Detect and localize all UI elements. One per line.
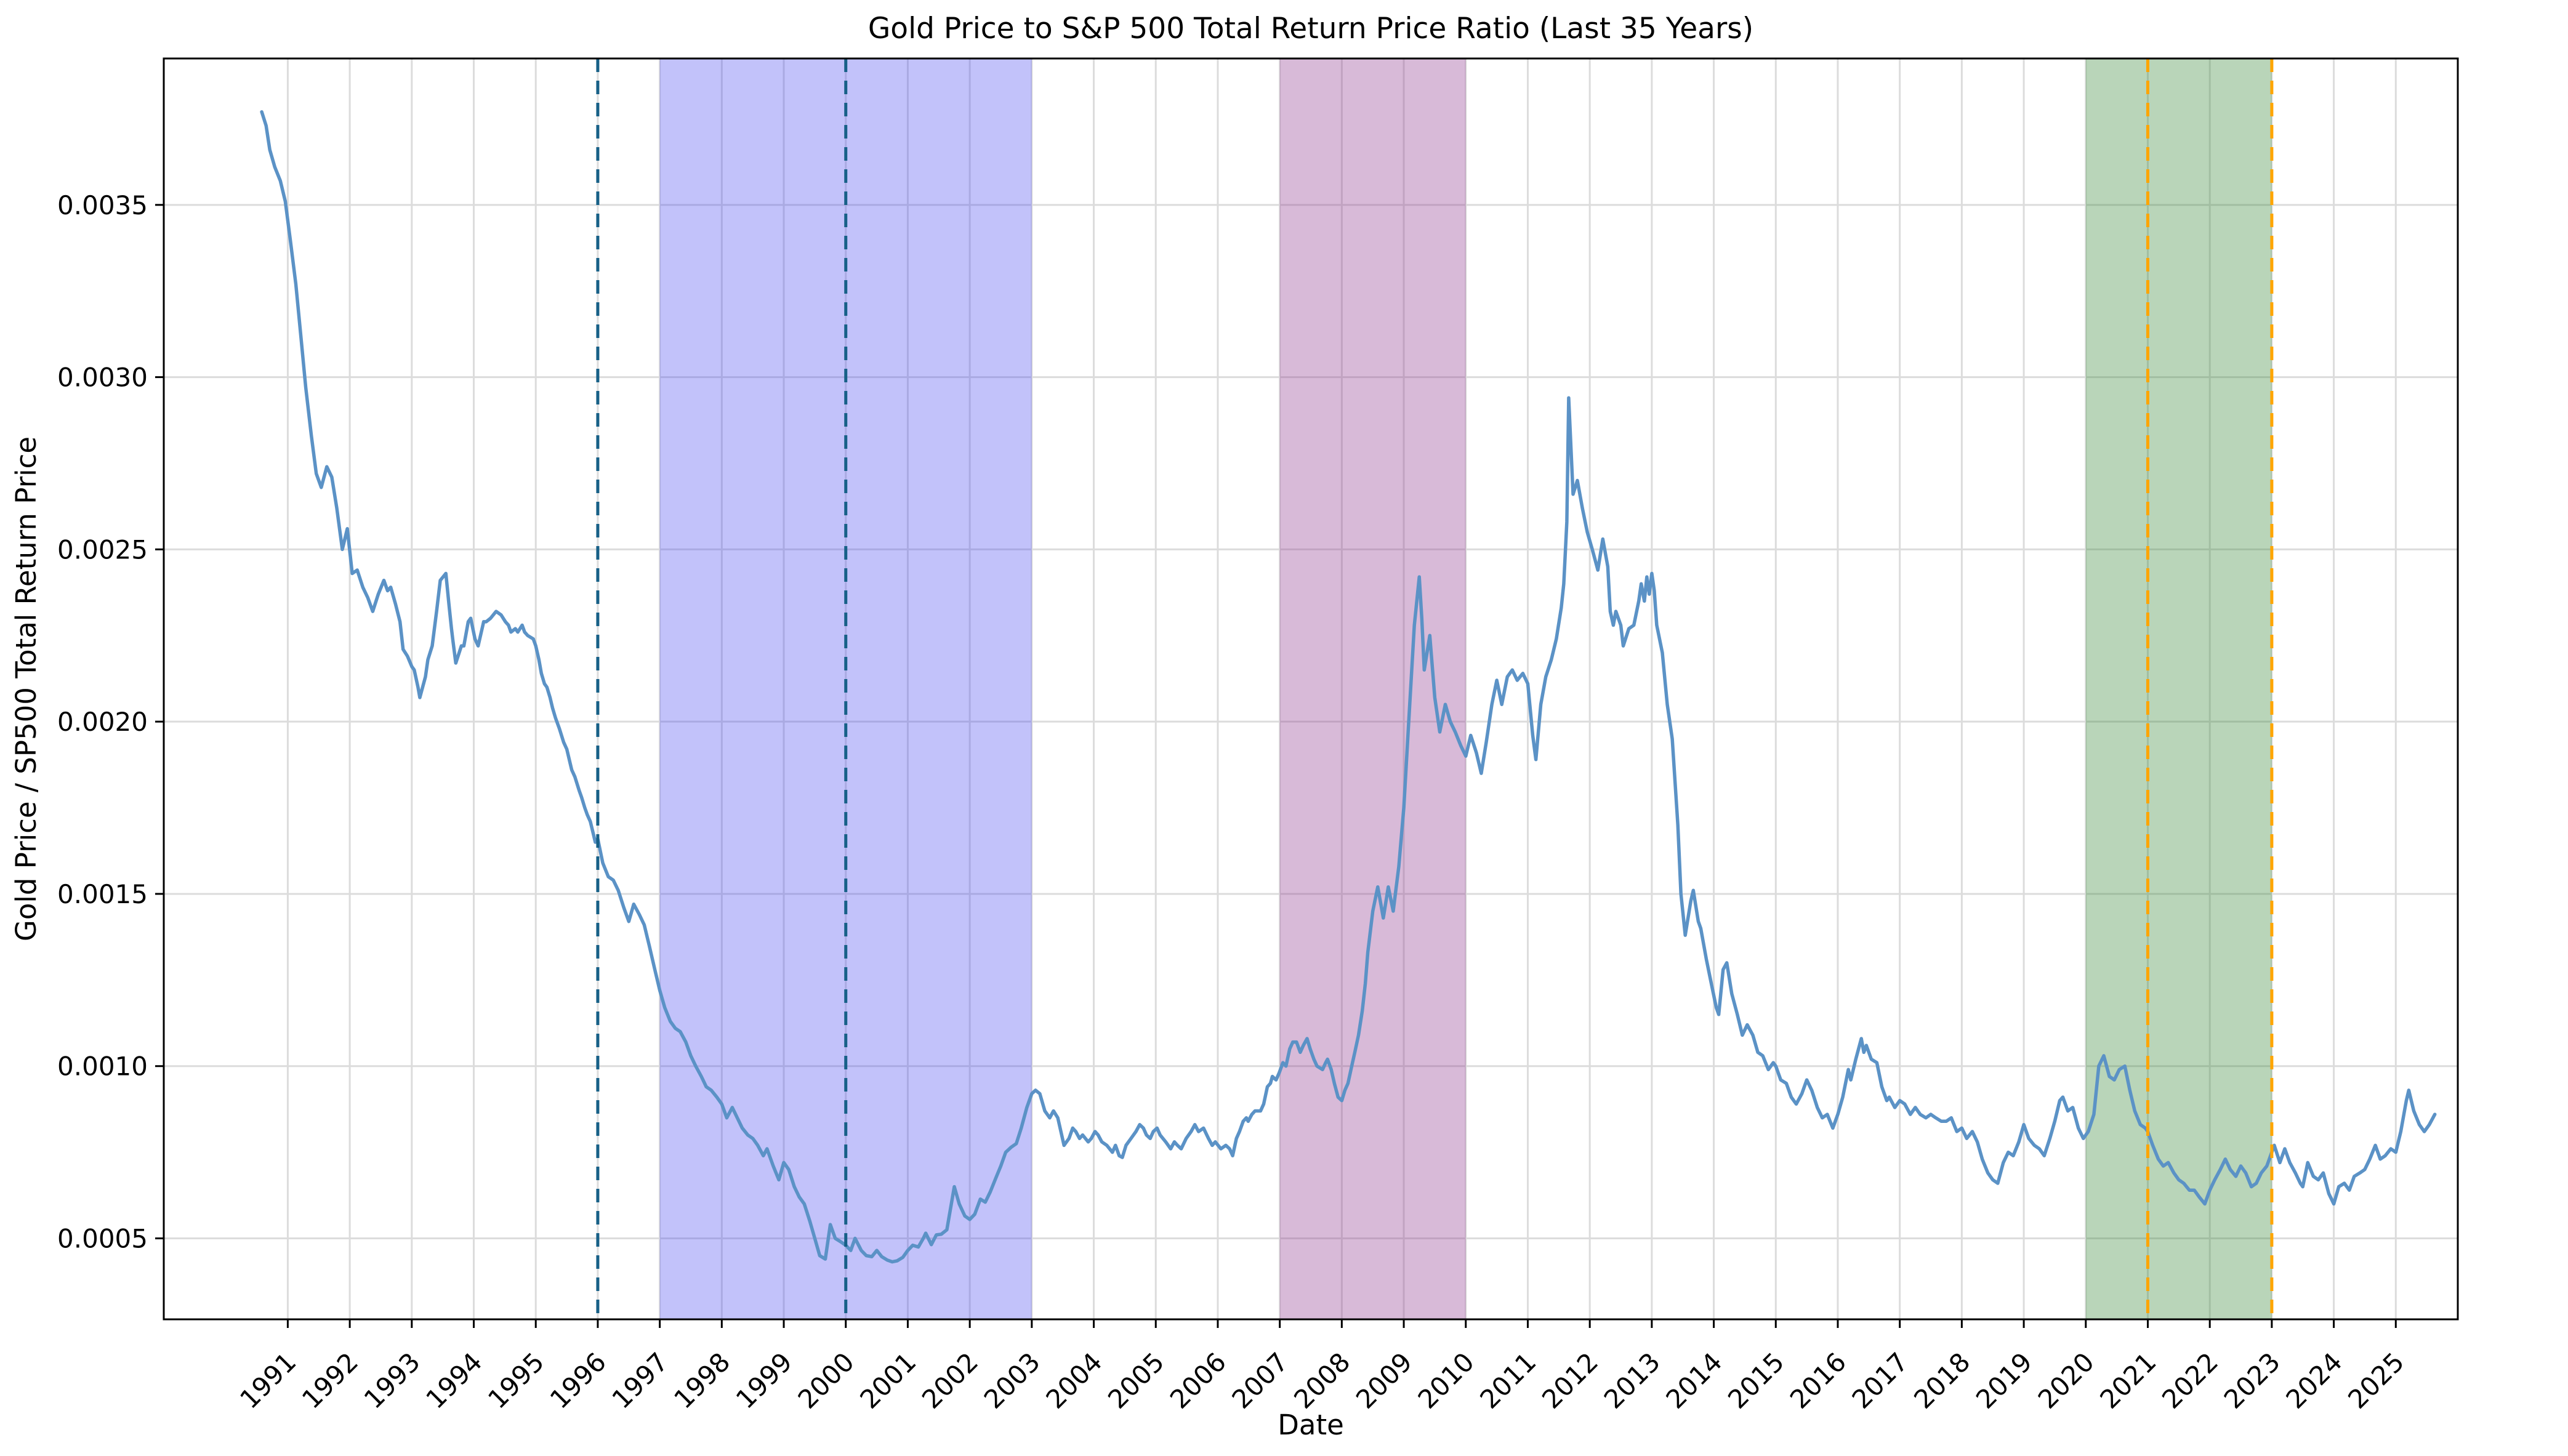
series-line-gold-to-sp500tr-ratio bbox=[260, 110, 2437, 1264]
y-tick-label-0.003: 0.0030 bbox=[57, 363, 148, 393]
y-tick-label-0.0025: 0.0025 bbox=[57, 534, 148, 565]
series-layer bbox=[260, 110, 2437, 1264]
x-axis-label: Date bbox=[1278, 1409, 1344, 1441]
plot-border bbox=[163, 57, 2459, 1321]
shaded-region-2007-2010 bbox=[1279, 58, 1466, 1319]
y-tick-label-0.0035: 0.0035 bbox=[57, 190, 148, 220]
axes-layer bbox=[163, 57, 2459, 1321]
chart-title: Gold Price to S&P 500 Total Return Price… bbox=[868, 12, 1753, 46]
vlines-layer bbox=[596, 58, 2274, 1319]
y-tick-label-0.0005: 0.0005 bbox=[57, 1224, 148, 1254]
y-tick-label-0.0015: 0.0015 bbox=[57, 879, 148, 909]
y-tick-label-0.002: 0.0020 bbox=[57, 707, 148, 737]
y-axis-label: Gold Price / SP500 Total Return Price bbox=[10, 436, 42, 941]
y-tick-label-0.001: 0.0010 bbox=[57, 1052, 148, 1082]
shaded-region-2020-2023 bbox=[2085, 58, 2272, 1319]
